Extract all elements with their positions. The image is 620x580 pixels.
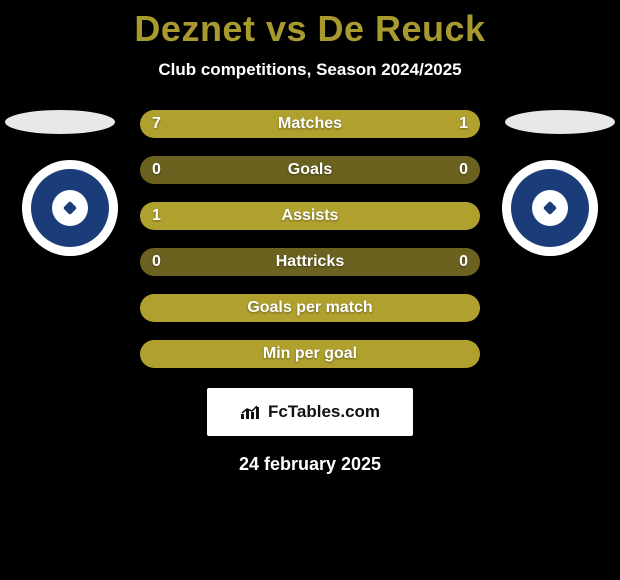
stat-value-right: 0 bbox=[459, 253, 468, 271]
stat-label: Goals per match bbox=[247, 299, 372, 317]
stat-value-right: 0 bbox=[459, 161, 468, 179]
date-text: 24 february 2025 bbox=[239, 454, 381, 475]
club-badge-right bbox=[502, 160, 598, 256]
page-title: Deznet vs De Reuck bbox=[134, 8, 485, 50]
stat-row: Goals 0 0 bbox=[140, 156, 480, 184]
stat-value-left: 0 bbox=[152, 161, 161, 179]
club-badge-right-inner bbox=[511, 169, 589, 247]
player-ellipse-right bbox=[505, 110, 615, 134]
stat-row: Matches 7 1 bbox=[140, 110, 480, 138]
stat-row: Assists 1 bbox=[140, 202, 480, 230]
infographic: Deznet vs De Reuck Club competitions, Se… bbox=[0, 0, 620, 580]
ball-icon bbox=[532, 190, 568, 226]
stat-value-left: 1 bbox=[152, 207, 161, 225]
player-ellipse-left bbox=[5, 110, 115, 134]
stat-label: Hattricks bbox=[276, 253, 344, 271]
stat-row: Hattricks 0 0 bbox=[140, 248, 480, 276]
branding-text: FcTables.com bbox=[268, 402, 380, 422]
chart-area: Matches71Goals00Assists1Hattricks00Goals… bbox=[0, 110, 620, 368]
stat-row: Min per goal bbox=[140, 340, 480, 368]
stat-label: Assists bbox=[282, 207, 339, 225]
club-badge-left bbox=[22, 160, 118, 256]
subtitle: Club competitions, Season 2024/2025 bbox=[158, 60, 461, 80]
chart-icon bbox=[240, 404, 262, 420]
stat-value-left: 0 bbox=[152, 253, 161, 271]
stat-row: Goals per match bbox=[140, 294, 480, 322]
stat-value-left: 7 bbox=[152, 115, 161, 133]
stat-bars: Matches71Goals00Assists1Hattricks00Goals… bbox=[140, 110, 480, 368]
club-badge-left-inner bbox=[31, 169, 109, 247]
stat-label: Goals bbox=[288, 161, 332, 179]
stat-label: Matches bbox=[278, 115, 342, 133]
stat-value-right: 1 bbox=[459, 115, 468, 133]
stat-label: Min per goal bbox=[263, 345, 357, 363]
ball-icon bbox=[52, 190, 88, 226]
branding-badge: FcTables.com bbox=[207, 388, 413, 436]
